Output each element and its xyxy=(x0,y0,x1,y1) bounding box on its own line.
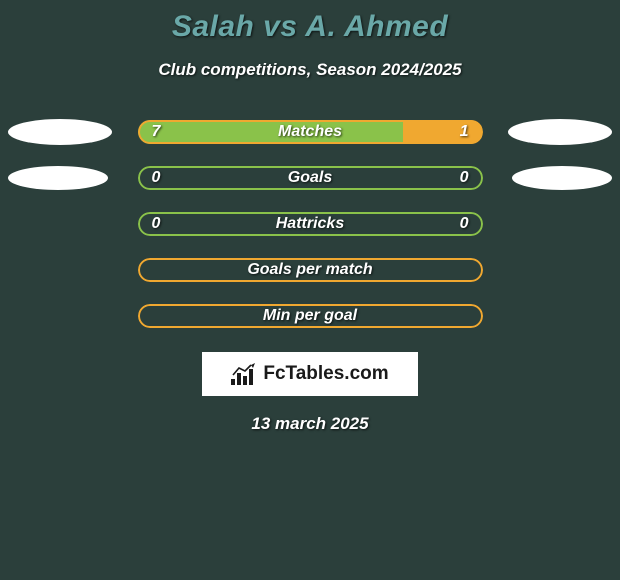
stat-row: 71Matches xyxy=(0,120,620,144)
stat-bar-right-segment: 0 xyxy=(310,166,483,190)
stat-row: 00Goals xyxy=(0,166,620,190)
stat-left-value: 7 xyxy=(152,123,161,141)
player-ellipse-right xyxy=(512,166,612,190)
player-ellipse-left xyxy=(8,166,108,190)
stat-row: 00Hattricks xyxy=(0,212,620,236)
logo-box: FcTables.com xyxy=(202,352,418,396)
stat-left-value: 0 xyxy=(152,169,161,187)
player-ellipse-left xyxy=(8,119,112,145)
comparison-container: Salah vs A. Ahmed Club competitions, Sea… xyxy=(0,0,620,580)
stat-row: Min per goal xyxy=(0,304,620,328)
stat-bar: 00Goals xyxy=(138,166,483,190)
stat-bar: Min per goal xyxy=(138,304,483,328)
stat-bar-left-segment: 0 xyxy=(138,166,311,190)
stat-bar-left-segment: 7 xyxy=(138,120,404,144)
stat-right-value: 1 xyxy=(460,123,469,141)
stat-left-value: 0 xyxy=(152,215,161,233)
subtitle: Club competitions, Season 2024/2025 xyxy=(0,60,620,80)
stat-bar-left-segment xyxy=(138,258,311,282)
date-text: 13 march 2025 xyxy=(0,414,620,434)
stat-bar-right-segment xyxy=(310,304,483,328)
page-title: Salah vs A. Ahmed xyxy=(0,0,620,44)
fctables-logo-icon xyxy=(231,363,257,385)
stat-bar-left-segment: 0 xyxy=(138,212,311,236)
player-ellipse-right xyxy=(508,119,612,145)
stat-rows: 71Matches00Goals00HattricksGoals per mat… xyxy=(0,120,620,328)
stat-right-value: 0 xyxy=(460,169,469,187)
stat-right-value: 0 xyxy=(460,215,469,233)
stat-bar: Goals per match xyxy=(138,258,483,282)
stat-bar-right-segment: 0 xyxy=(310,212,483,236)
stat-row: Goals per match xyxy=(0,258,620,282)
stat-bar: 71Matches xyxy=(138,120,483,144)
stat-bar-right-segment xyxy=(310,258,483,282)
stat-bar: 00Hattricks xyxy=(138,212,483,236)
logo-text: FcTables.com xyxy=(263,363,388,385)
stat-bar-left-segment xyxy=(138,304,311,328)
stat-bar-right-segment: 1 xyxy=(403,120,482,144)
